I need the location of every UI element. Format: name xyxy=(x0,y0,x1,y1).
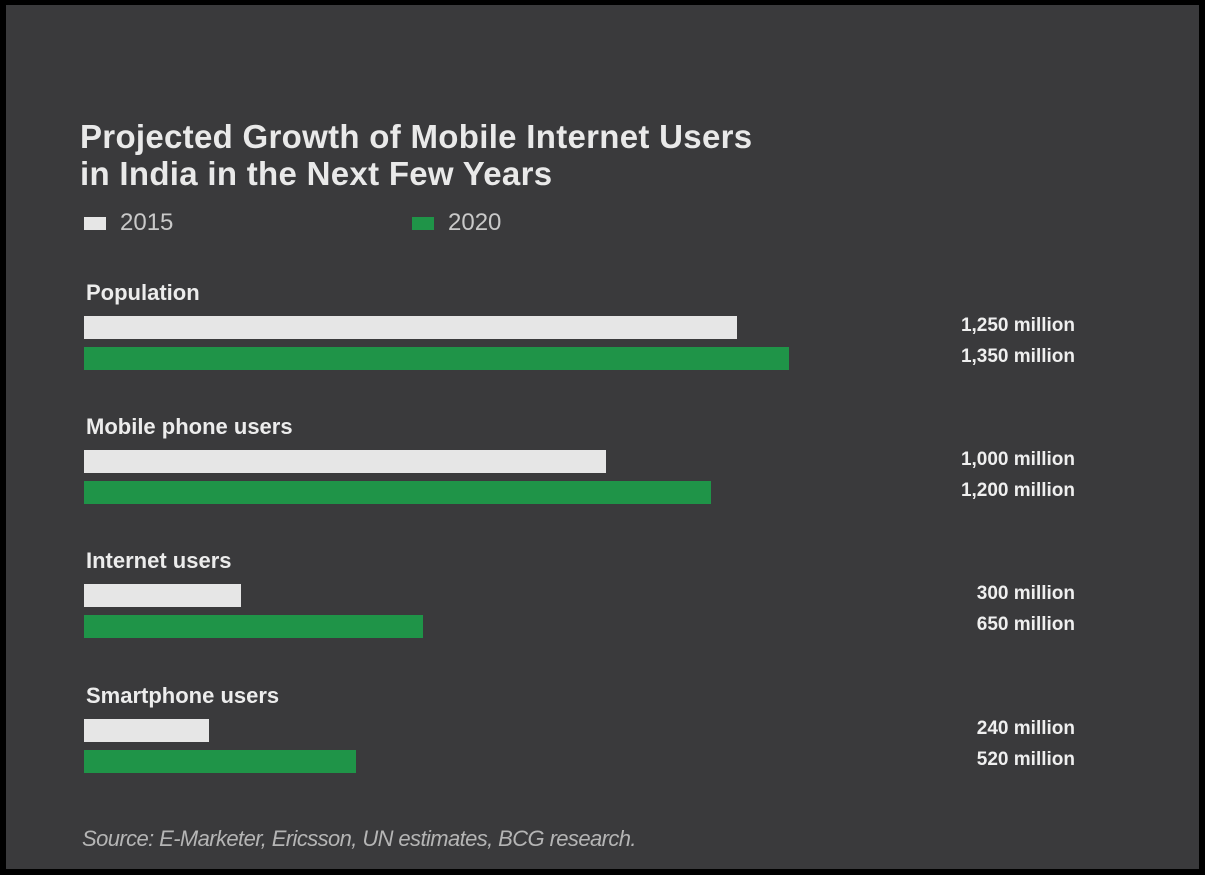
value-label-population-2020: 1,350 million xyxy=(960,346,1075,367)
value-label-internet-users-2020: 650 million xyxy=(976,614,1075,635)
value-label-population-2015: 1,250 million xyxy=(960,315,1075,336)
legend-swatch-2020 xyxy=(412,216,434,230)
bar-mobile-phone-users-2015 xyxy=(84,450,606,473)
category-label-mobile-phone-users: Mobile phone users xyxy=(86,414,293,439)
bar-population-2015 xyxy=(84,316,737,339)
legend-swatch-2015 xyxy=(84,216,106,230)
value-label-smartphone-users-2015: 240 million xyxy=(976,718,1075,739)
bar-population-2020 xyxy=(84,347,789,370)
legend-item-2015: 2015 xyxy=(84,209,174,236)
category-label-smartphone-users: Smartphone users xyxy=(86,683,280,708)
legend-item-2020: 2020 xyxy=(412,209,502,236)
legend-label-2015: 2015 xyxy=(120,209,174,236)
bar-smartphone-users-2015 xyxy=(84,719,209,742)
chart-title: Projected Growth of Mobile Internet User… xyxy=(80,118,1140,192)
bar-smartphone-users-2020 xyxy=(84,750,356,773)
value-label-smartphone-users-2020: 520 million xyxy=(976,749,1075,770)
legend-label-2020: 2020 xyxy=(448,209,502,236)
chart-title-line-2: in India in the Next Few Years xyxy=(80,155,553,192)
bar-internet-users-2020 xyxy=(84,615,423,638)
category-label-internet-users: Internet users xyxy=(86,548,232,573)
value-label-mobile-phone-users-2015: 1,000 million xyxy=(960,449,1075,470)
bar-mobile-phone-users-2020 xyxy=(84,481,711,504)
chart-title-line-1: Projected Growth of Mobile Internet User… xyxy=(80,118,753,155)
source-note: Source: E-Marketer, Ericsson, UN estimat… xyxy=(82,826,636,851)
bar-internet-users-2015 xyxy=(84,584,241,607)
value-label-internet-users-2015: 300 million xyxy=(976,583,1075,604)
category-label-population: Population xyxy=(86,280,200,305)
value-label-mobile-phone-users-2020: 1,200 million xyxy=(960,480,1075,501)
